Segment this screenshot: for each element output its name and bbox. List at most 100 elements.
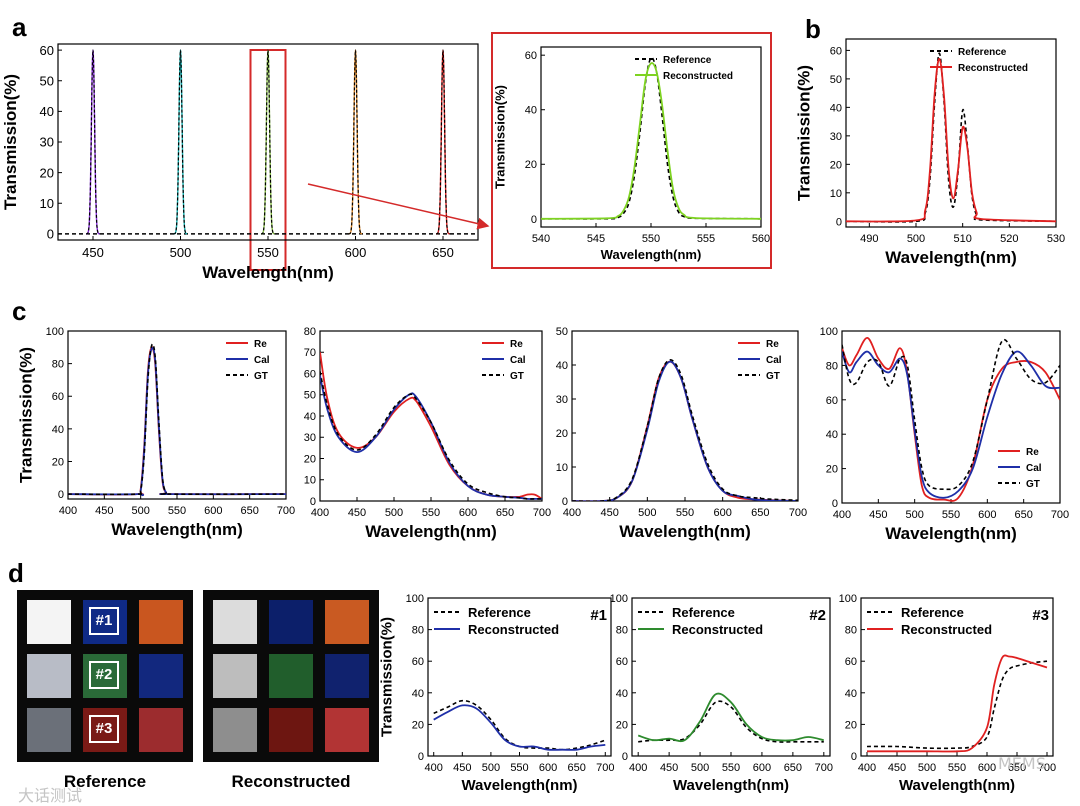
y-tick-label: 20 — [830, 159, 842, 171]
series-line-reconstructed — [846, 57, 1056, 223]
y-axis-label: Transmission(%) — [1, 74, 20, 210]
x-tick-label: 650 — [568, 762, 586, 774]
legend-label: Cal — [766, 355, 782, 366]
reference-swatch — [27, 708, 71, 752]
legend-label: Cal — [1026, 463, 1042, 474]
x-tick-label: 500 — [482, 762, 500, 774]
plot-area — [842, 337, 1060, 502]
x-tick-label: 540 — [532, 233, 550, 245]
chart-b: 490 500 510 520 530 0 10 20 30 40 50 60 Wavelength(n… — [794, 38, 1065, 267]
y-tick-label: 20 — [52, 456, 64, 468]
legend-label: Reconstructed — [663, 71, 733, 82]
x-tick-label: 550 — [642, 233, 660, 245]
reconstructed-peak — [348, 49, 363, 235]
x-tick-label: 700 — [1038, 762, 1056, 774]
x-axis-label: Wavelength(nm) — [899, 777, 1015, 794]
x-tick-label: 550 — [168, 505, 186, 517]
reference-swatch — [139, 600, 183, 644]
y-tick-label: 10 — [40, 196, 54, 211]
x-tick-label: 545 — [587, 233, 605, 245]
x-tick-label: 650 — [1014, 509, 1032, 521]
spectrum-tag: #2 — [809, 607, 826, 624]
legend-label: Cal — [254, 355, 270, 366]
reconstructed-swatch — [213, 600, 257, 644]
x-tick-label: 450 — [453, 762, 471, 774]
y-tick-label: 60 — [845, 656, 857, 668]
reconstructed-swatch — [213, 708, 257, 752]
plot-area — [320, 352, 542, 500]
y-tick-label: 100 — [46, 326, 64, 338]
reconstructed-swatch — [269, 654, 313, 698]
y-tick-label: 20 — [40, 165, 54, 180]
y-tick-label: 20 — [304, 453, 316, 465]
plot-frame — [841, 330, 1061, 504]
series-line-re — [68, 346, 286, 496]
y-tick-label: 30 — [304, 432, 316, 444]
plot-area — [68, 343, 286, 497]
y-tick-label: 60 — [304, 368, 316, 380]
x-tick-label: 500 — [691, 762, 709, 774]
x-axis-label: Wavelength(nm) — [885, 524, 1017, 543]
y-tick-label: 40 — [40, 104, 54, 119]
y-tick-label: 60 — [412, 656, 424, 668]
reference-swatch-panel: #1 #2 #3 — [17, 590, 193, 762]
series-line-reconstructed — [637, 692, 824, 743]
y-tick-label: 80 — [304, 326, 316, 338]
y-tick-label: 40 — [304, 411, 316, 423]
chart-d3: 400 450 500 550 600 650 700 0 20 40 60 80 100 Wavelen… — [839, 593, 1057, 794]
reconstructed-swatch — [213, 654, 257, 698]
x-tick-label: 700 — [596, 762, 614, 774]
reference-swatch: #2 — [83, 654, 127, 698]
watermark-right: MEMS — [998, 754, 1046, 773]
y-tick-label: 60 — [52, 391, 64, 403]
legend-label: Reference — [672, 605, 735, 620]
x-tick-label: 700 — [789, 507, 807, 519]
legend-label: Reference — [901, 605, 964, 620]
y-tick-label: 100 — [610, 593, 628, 605]
x-tick-label: 450 — [95, 505, 113, 517]
y-tick-label: 70 — [304, 347, 316, 359]
y-tick-label: 40 — [556, 360, 568, 372]
x-tick-label: 700 — [1051, 509, 1069, 521]
y-tick-label: 60 — [616, 656, 628, 668]
reference-peak — [85, 49, 101, 235]
plot-area — [572, 359, 798, 501]
x-tick-label: 450 — [348, 507, 366, 519]
x-tick-label: 500 — [638, 507, 656, 519]
x-tick-label: 550 — [510, 762, 528, 774]
y-tick-label: 0 — [836, 216, 842, 228]
x-tick-label: 550 — [257, 245, 279, 260]
y-tick-label: 0 — [418, 751, 424, 763]
y-tick-label: 0 — [58, 489, 64, 501]
x-tick-label: 500 — [170, 245, 192, 260]
chart-c2: 400 450 500 550 600 650 700 0 10 20 30 40 50 60 70 80 Wa… — [304, 326, 551, 541]
x-tick-label: 650 — [751, 507, 769, 519]
y-tick-label: 0 — [47, 227, 54, 242]
reference-swatch: #3 — [83, 708, 127, 752]
plot-frame — [845, 38, 1057, 228]
chart-c3: 400 450 500 550 600 650 700 0 10 20 30 40 50 Waveleng… — [556, 326, 807, 541]
reference-peak — [348, 49, 363, 235]
x-axis-label: Wavelength(nm) — [365, 522, 497, 541]
plot-frame — [571, 330, 799, 502]
x-tick-label: 555 — [697, 233, 715, 245]
x-tick-label: 500 — [918, 762, 936, 774]
reference-swatch — [27, 654, 71, 698]
y-tick-label: 30 — [556, 394, 568, 406]
x-tick-label: 400 — [833, 509, 851, 521]
x-tick-label: 490 — [860, 233, 878, 245]
x-axis-label: Wavelength(nm) — [461, 777, 577, 794]
y-axis-label: Transmission(%) — [378, 617, 395, 737]
swatch-tag: #1 — [89, 607, 119, 635]
y-tick-label: 80 — [616, 625, 628, 637]
zoom-arrow — [307, 183, 490, 230]
y-tick-label: 40 — [412, 688, 424, 700]
series-line-re — [572, 360, 798, 501]
x-axis-label: Wavelength(nm) — [111, 520, 243, 539]
y-tick-label: 30 — [830, 131, 842, 143]
legend-label: GT — [510, 371, 524, 382]
series-line-cal — [572, 360, 798, 501]
x-tick-label: 650 — [1008, 762, 1026, 774]
y-tick-label: 10 — [304, 475, 316, 487]
